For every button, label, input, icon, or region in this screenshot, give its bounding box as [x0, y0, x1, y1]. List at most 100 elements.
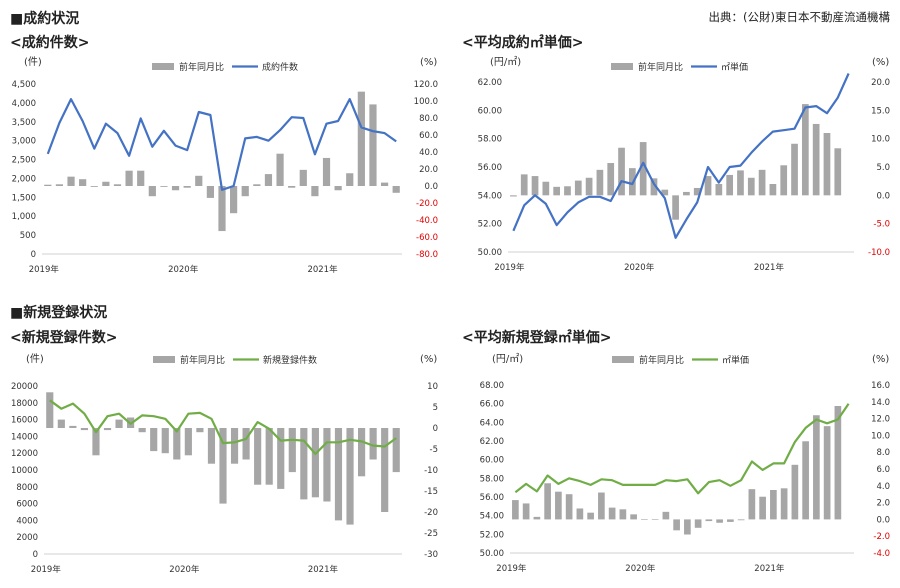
- yoy-bar: [758, 169, 766, 196]
- right-tick-label: 80.0: [419, 114, 438, 124]
- right-tick-label: 100.0: [414, 97, 438, 107]
- yoy-bar: [115, 419, 123, 428]
- left-tick-label: 54.00: [478, 191, 502, 201]
- yoy-bar: [392, 428, 400, 473]
- right-axis-unit: (%): [872, 354, 889, 365]
- legend-bar-swatch: [612, 356, 634, 363]
- yoy-bar: [195, 175, 203, 186]
- yoy-bar: [254, 428, 262, 485]
- yoy-bar: [161, 428, 169, 454]
- yoy-bar: [148, 186, 156, 197]
- section-title-contracts: ■成約状況: [10, 11, 80, 27]
- left-tick-label: 54.00: [480, 512, 504, 522]
- right-tick-label: -10.0: [868, 248, 890, 258]
- yoy-bar: [55, 184, 64, 186]
- right-tick-label: 16.0: [871, 381, 890, 391]
- right-axis-unit: (%): [872, 57, 889, 68]
- right-tick-label: -80.0: [416, 250, 438, 260]
- left-tick-label: 500: [20, 231, 36, 241]
- left-tick-label: 8000: [16, 483, 38, 493]
- right-tick-label: -15: [424, 487, 438, 497]
- left-tick-label: 60.00: [478, 106, 502, 116]
- left-tick-label: 50.00: [480, 549, 504, 559]
- legend-bar-label: 前年同月比: [179, 61, 224, 73]
- legend-bar-swatch: [152, 63, 174, 70]
- yoy-bar: [57, 419, 65, 428]
- yoy-bar: [346, 173, 354, 186]
- yoy-bar: [276, 153, 284, 186]
- yoy-bar: [544, 483, 551, 520]
- yoy-bar: [369, 104, 377, 186]
- chart-title-listing-price: <平均新規登録㎡単価>: [462, 330, 612, 346]
- yoy-bar: [299, 169, 307, 186]
- yoy-bar: [103, 428, 112, 431]
- left-tick-label: 0: [31, 250, 36, 260]
- left-tick-label: 2000: [16, 533, 38, 543]
- right-tick-label: 8.0: [876, 448, 890, 458]
- yoy-bar: [92, 428, 100, 456]
- yoy-bar: [542, 181, 550, 196]
- x-tick-label: 2021年: [754, 262, 785, 273]
- yoy-bar: [727, 519, 734, 522]
- right-tick-label: -30: [424, 550, 438, 560]
- yoy-bar: [531, 176, 539, 196]
- yoy-bar: [241, 186, 249, 197]
- series-line: [514, 403, 850, 495]
- yoy-bar: [716, 519, 723, 523]
- yoy-bar: [113, 184, 122, 186]
- yoy-bar: [380, 182, 389, 186]
- yoy-bar: [630, 514, 637, 520]
- right-tick-label: -60.0: [416, 233, 438, 243]
- left-tick-label: 58.00: [478, 135, 502, 145]
- yoy-bar: [608, 507, 616, 520]
- yoy-bar: [585, 177, 593, 196]
- yoy-bar: [737, 170, 744, 196]
- x-tick-label: 2019年: [496, 563, 527, 574]
- yoy-bar: [230, 186, 238, 214]
- x-tick-label: 2019年: [31, 564, 62, 575]
- x-tick-label: 2019年: [29, 264, 60, 275]
- right-tick-label: 0: [433, 424, 438, 434]
- yoy-bar: [812, 123, 820, 196]
- yoy-bar: [334, 186, 342, 191]
- left-tick-label: 56.00: [480, 493, 504, 503]
- yoy-bar: [510, 195, 517, 197]
- legend-bar-label: 前年同月比: [180, 354, 225, 366]
- yoy-bar: [770, 490, 777, 520]
- yoy-bar: [322, 157, 331, 186]
- right-tick-label: 5: [433, 403, 438, 413]
- yoy-bar: [661, 189, 669, 196]
- right-axis-unit: (%): [420, 57, 437, 68]
- left-tick-label: 66.00: [480, 400, 504, 410]
- x-tick-label: 2021年: [754, 563, 785, 574]
- left-tick-label: 16000: [11, 416, 38, 426]
- yoy-bar: [184, 428, 192, 456]
- right-tick-label: -10: [424, 466, 438, 476]
- yoy-bar: [522, 503, 530, 520]
- yoy-bar: [564, 186, 571, 196]
- yoy-bar: [90, 186, 98, 187]
- chart-listing-count: (件) (%) 0 2000 4000 6000 8000 10000 12000 14000 16…: [11, 353, 438, 575]
- yoy-bar: [79, 179, 87, 186]
- legend-bar-label: 前年同月比: [639, 354, 684, 366]
- yoy-bar: [823, 426, 831, 520]
- left-tick-label: 52.00: [478, 220, 502, 230]
- left-tick-label: 62.00: [480, 437, 504, 447]
- left-tick-label: 3,000: [12, 137, 36, 147]
- right-tick-label: 14.0: [871, 398, 890, 408]
- yoy-bar: [607, 163, 615, 196]
- yoy-bar: [102, 181, 110, 186]
- yoy-bar: [265, 428, 273, 485]
- yoy-bar: [780, 488, 788, 520]
- x-tick-label: 2020年: [624, 262, 655, 273]
- right-tick-label: 120.0: [414, 80, 438, 90]
- right-tick-label: 15.0: [871, 106, 890, 116]
- left-tick-label: 2,500: [12, 156, 36, 166]
- yoy-bar: [802, 441, 809, 520]
- yoy-bar: [323, 428, 331, 502]
- right-tick-label: -25: [424, 529, 438, 539]
- yoy-bar: [672, 195, 679, 220]
- yoy-bar: [512, 500, 519, 520]
- left-tick-label: 68.00: [480, 381, 504, 391]
- left-tick-label: 60.00: [480, 456, 504, 466]
